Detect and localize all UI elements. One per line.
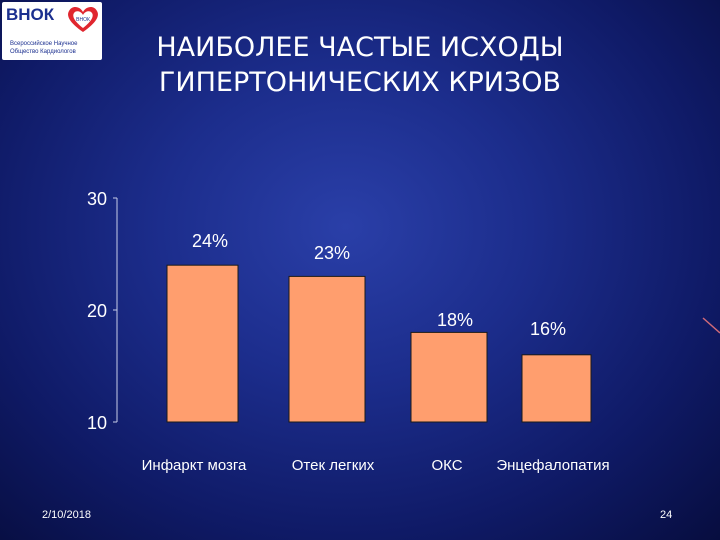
category-label: ОКС (431, 457, 462, 474)
category-label: Отек легких (292, 457, 375, 474)
heart-badge-text: ВНОК (76, 17, 90, 23)
bar (166, 264, 239, 423)
slide-title-line1: НАИБОЛЕЕ ЧАСТЫЕ ИСХОДЫ (156, 32, 564, 63)
y-tick-label: 30 (87, 189, 107, 209)
data-label: 24% (192, 231, 228, 251)
bar (410, 331, 488, 423)
category-label: Энцефалопатия (496, 457, 609, 474)
footer-page-number: 24 (660, 509, 673, 521)
organization-logo: ВНОК ВНОК Всероссийское Научное Общество… (2, 2, 102, 60)
footer-date: 2/10/2018 (42, 509, 91, 521)
bar (521, 354, 592, 423)
data-label: 18% (437, 310, 473, 330)
logo-subtitle-line1: Всероссийское Научное (10, 41, 78, 47)
bar (288, 275, 366, 423)
data-label: 23% (314, 243, 350, 263)
data-label: 16% (530, 319, 566, 339)
logo-subtitle: Всероссийское Научное Общество Кардиолог… (10, 40, 77, 56)
slide-title-line2: ГИПЕРТОНИЧЕСКИХ КРИЗОВ (158, 67, 562, 98)
y-tick-label: 20 (87, 301, 107, 321)
category-label: Инфаркт мозга (142, 457, 247, 474)
logo-brand-text: ВНОК (6, 5, 55, 24)
y-tick-label: 10 (87, 413, 107, 433)
logo-subtitle-line2: Общество Кардиологов (10, 49, 76, 55)
heart-logo-icon: ВНОК (68, 6, 98, 32)
slide-title: НАИБОЛЕЕ ЧАСТЫЕ ИСХОДЫ ГИПЕРТОНИЧЕСКИХ К… (110, 30, 610, 100)
